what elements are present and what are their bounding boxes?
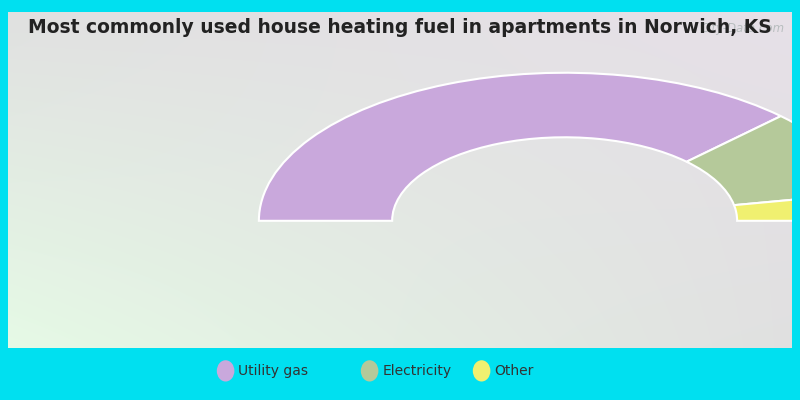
Ellipse shape: [473, 360, 490, 382]
Text: Other: Other: [494, 364, 534, 378]
Ellipse shape: [217, 360, 234, 382]
Text: Electricity: Electricity: [382, 364, 451, 378]
Ellipse shape: [361, 360, 378, 382]
Text: Most commonly used house heating fuel in apartments in Norwich, KS: Most commonly used house heating fuel in…: [28, 18, 772, 37]
Wedge shape: [259, 73, 781, 221]
Text: Utility gas: Utility gas: [238, 364, 308, 378]
Wedge shape: [686, 116, 800, 205]
Wedge shape: [734, 193, 800, 221]
Text: City-Data.com: City-Data.com: [700, 22, 784, 35]
